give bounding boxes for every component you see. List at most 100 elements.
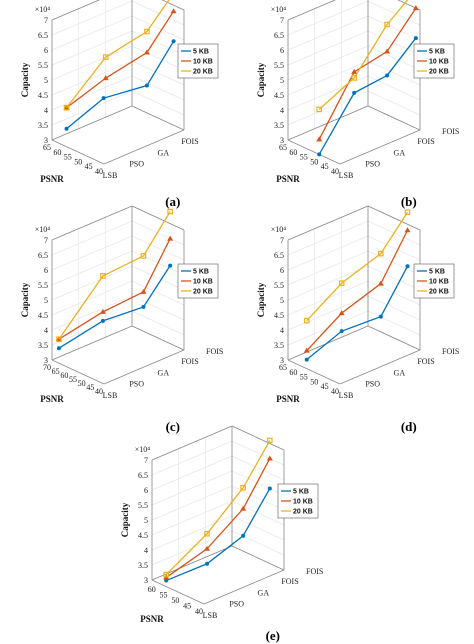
z-exponent-label: ×10⁴: [271, 225, 287, 234]
data-point: [205, 561, 210, 566]
psnr-axis-label: PSNR: [276, 174, 300, 184]
legend-label: 20 KB: [193, 69, 213, 76]
x-tick-label: 65: [43, 143, 51, 152]
data-point: [144, 83, 149, 88]
chart-panel-2: 3 3.5 4 4.5 5 5.5 6 6.5 7 ×10⁴ Capacity 40455055606…: [256, 0, 459, 209]
data-point: [413, 36, 418, 41]
data-point: [64, 126, 69, 131]
method-tick-label: PSO: [129, 380, 144, 389]
z-exponent-label: ×10⁴: [135, 445, 151, 454]
grid-line: [151, 500, 285, 536]
grid-line: [51, 235, 185, 271]
legend: 5 KB 10 KB 20 KB: [277, 483, 319, 519]
z-exponent-label: ×10⁴: [271, 5, 287, 14]
x-tick-label: 60: [148, 585, 156, 594]
grid-line: [287, 280, 421, 316]
data-point: [378, 250, 384, 257]
axis-box: [151, 425, 285, 605]
grid-line: [287, 0, 421, 21]
data-point: [56, 336, 62, 343]
x-tick-label: 50: [310, 377, 318, 386]
x-tick-label: 55: [69, 375, 77, 384]
legend-box: [277, 483, 319, 519]
x-tick-label: 65: [279, 143, 287, 152]
axis-line: [51, 205, 133, 241]
capacity-axis-label: Capacity: [20, 62, 30, 97]
data-point: [56, 346, 61, 351]
legend-label: 5 KB: [429, 269, 445, 276]
data-point: [204, 545, 211, 551]
z-tick-label: 3: [280, 136, 284, 145]
z-tick-label: 4: [280, 326, 284, 335]
grid-line: [287, 235, 421, 271]
axis-line: [231, 425, 285, 451]
z-tick-label: 4: [144, 546, 148, 555]
legend-label: 10 KB: [193, 279, 213, 286]
x-tick-label: 55: [160, 591, 168, 600]
z-tick-label: 5: [144, 516, 148, 525]
x-tick-label: 60: [289, 368, 297, 377]
z-tick-label: 5: [280, 296, 284, 305]
data-point: [163, 571, 169, 578]
capacity-axis-label: Capacity: [256, 282, 266, 317]
data-point: [99, 308, 106, 314]
method-tick-label: PSO: [229, 600, 244, 609]
grid-line: [287, 45, 421, 81]
axis-line: [397, 0, 421, 11]
grid-line: [287, 310, 421, 346]
series-20-kb: [63, 0, 170, 111]
grid-line: [51, 75, 185, 111]
grid-line: [287, 325, 421, 361]
chart-panel-1: 3 3.5 4 4.5 5 5.5 6 6.5 7 ×10⁴ Capacity 40455055606…: [20, 0, 219, 209]
grid-line: [51, 295, 185, 331]
data-point: [316, 136, 323, 142]
data-point: [204, 530, 210, 537]
legend: 5 KB 10 KB 20 KB: [177, 43, 219, 79]
z-tick-label: 5.5: [274, 281, 284, 290]
capacity-axis-label: Capacity: [120, 502, 130, 537]
series-line: [306, 211, 409, 322]
data-point: [317, 152, 322, 157]
z-tick-label: 7: [44, 236, 48, 245]
legend-label: 5 KB: [193, 49, 209, 56]
z-tick-label: 3.5: [138, 561, 148, 570]
series-line: [306, 229, 409, 352]
legend: 5 KB 10 KB 20 KB: [177, 263, 219, 299]
axis-line: [151, 425, 233, 461]
series-line: [66, 10, 175, 109]
z-tick-label: 7: [280, 236, 284, 245]
z-tick-label: 3.5: [274, 121, 284, 130]
data-point: [171, 39, 176, 44]
x-tick-label: 45: [86, 383, 94, 392]
series-line: [318, 37, 417, 155]
data-point: [240, 484, 246, 491]
data-point: [304, 357, 309, 362]
data-point: [377, 280, 384, 286]
z-tick-label: 5: [44, 296, 48, 305]
data-point: [63, 104, 70, 111]
fois-corner-label: FOIS: [442, 347, 459, 356]
capacity-axis-label: Capacity: [256, 62, 266, 97]
data-point: [141, 304, 146, 309]
z-tick-label: 5.5: [38, 61, 48, 70]
data-point: [385, 73, 390, 78]
axis-line: [367, 105, 421, 131]
series-10-kb: [303, 227, 411, 353]
z-tick-label: 5.5: [38, 281, 48, 290]
x-tick-label: 70: [43, 363, 51, 372]
z-tick-label: 4.5: [274, 311, 284, 320]
data-point: [404, 227, 411, 233]
data-point: [352, 90, 357, 95]
z-tick-label: 7: [280, 16, 284, 25]
data-point: [338, 310, 345, 316]
method-tick-label: LSB: [339, 171, 354, 180]
data-point: [316, 106, 323, 113]
z-tick-label: 4.5: [38, 91, 48, 100]
data-point: [143, 49, 150, 55]
panel-label: (c): [166, 419, 180, 434]
axis-line: [287, 0, 337, 21]
x-tick-label: 50: [78, 379, 86, 388]
axis-box: [51, 205, 185, 385]
z-tick-label: 4.5: [138, 531, 148, 540]
grid-line: [151, 455, 285, 491]
